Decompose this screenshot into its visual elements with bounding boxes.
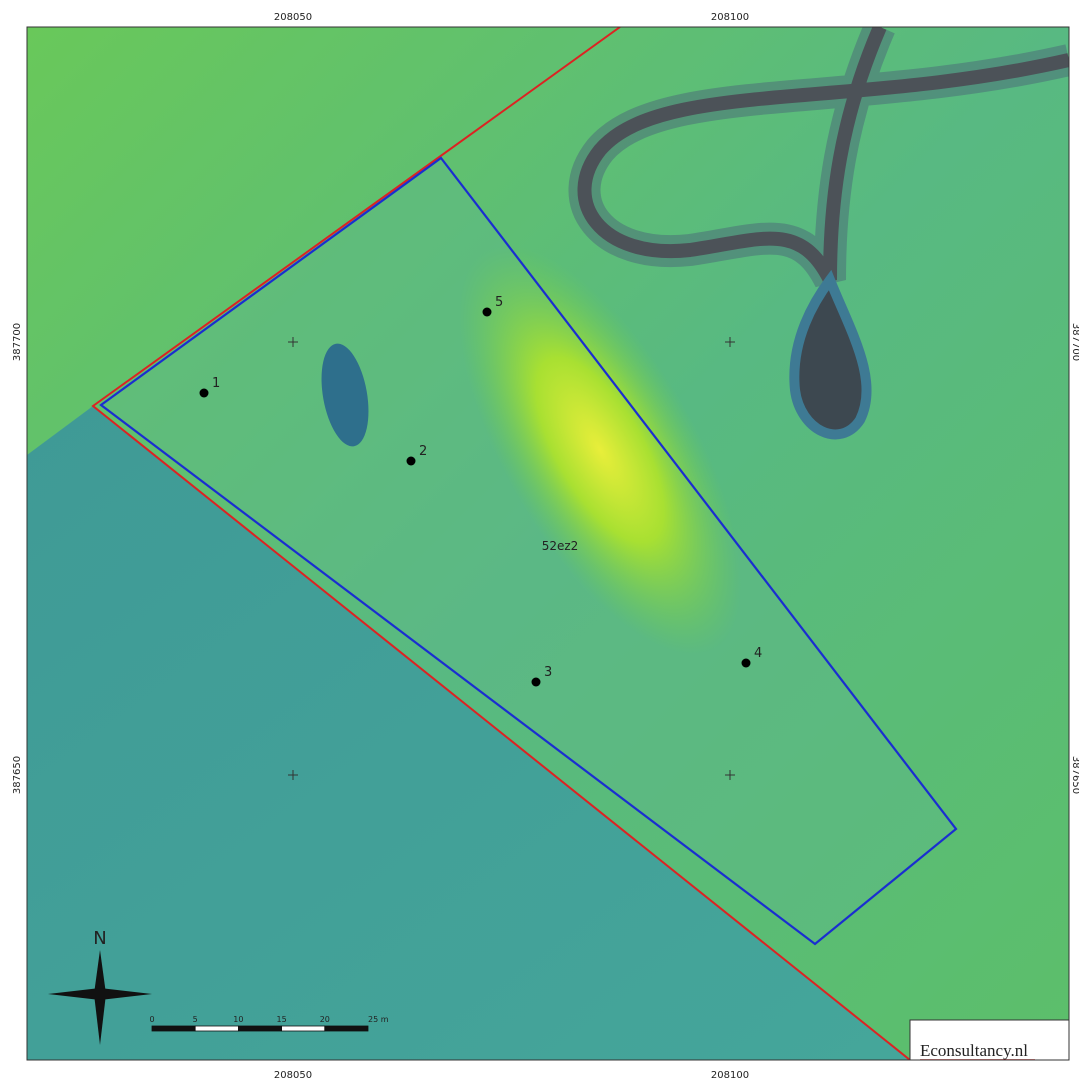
ridge: [458, 245, 742, 655]
area-label: 52ez2: [542, 539, 579, 553]
point-label: 2: [419, 444, 427, 459]
grid-label: 208050: [274, 1070, 312, 1081]
blue-boundary: [99, 156, 958, 946]
scale-label: 0: [149, 1015, 154, 1024]
sample-points: 1 2 3 4 5: [199, 295, 762, 687]
point-label: 5: [495, 295, 503, 310]
point-label: 3: [544, 665, 552, 680]
grid-labels: 208050 208100 208050 208100 387700 387650 3877…: [12, 12, 1079, 1081]
point-label: 4: [754, 646, 762, 661]
grid-label: 208100: [711, 1070, 749, 1081]
grid-label: 387700: [1070, 323, 1079, 361]
scale-label: 25 m: [368, 1015, 389, 1024]
north-label: N: [93, 928, 106, 949]
scale-label: 10: [233, 1015, 243, 1024]
scale-segment: [151, 1025, 196, 1032]
scale-label: 20: [320, 1015, 330, 1024]
scale-bar: 0 5 10 15 20 25 m: [149, 1015, 389, 1032]
sample-point: [482, 307, 492, 317]
scale-segment: [194, 1025, 239, 1032]
red-boundary: [91, 27, 911, 1060]
plot-area: [101, 158, 956, 944]
point-label: 1: [212, 376, 220, 391]
logo: Econsultancy.nl: [909, 1019, 1069, 1060]
sample-point: [531, 677, 541, 687]
grid-label: 208050: [274, 12, 312, 23]
map-frame: 52ez2 1 2 3 4 5 N 0 5 10 15 20 25 m Econsultancy.…: [27, 27, 1069, 1060]
scale-segment: [324, 1025, 369, 1032]
grid-label: 387650: [1070, 756, 1079, 794]
frame-border: [26, 26, 1070, 1061]
channel-pool: [789, 269, 872, 440]
scale-segment: [237, 1025, 282, 1032]
north-arrow: N: [48, 928, 152, 1045]
grid-crosses: [288, 337, 735, 780]
scale-label: 5: [193, 1015, 198, 1024]
scale-label: 15: [277, 1015, 287, 1024]
logo-text: Econsultancy.nl: [920, 1041, 1028, 1060]
sample-point: [741, 658, 751, 668]
scale-segment: [281, 1025, 326, 1032]
grid-label: 208100: [711, 12, 749, 23]
sample-point: [406, 456, 416, 466]
pond: [321, 343, 369, 447]
grid-label: 387650: [12, 756, 23, 794]
channel: [577, 27, 1069, 284]
sample-point: [199, 388, 209, 398]
water: [27, 406, 910, 1060]
grid-label: 387700: [12, 323, 23, 361]
